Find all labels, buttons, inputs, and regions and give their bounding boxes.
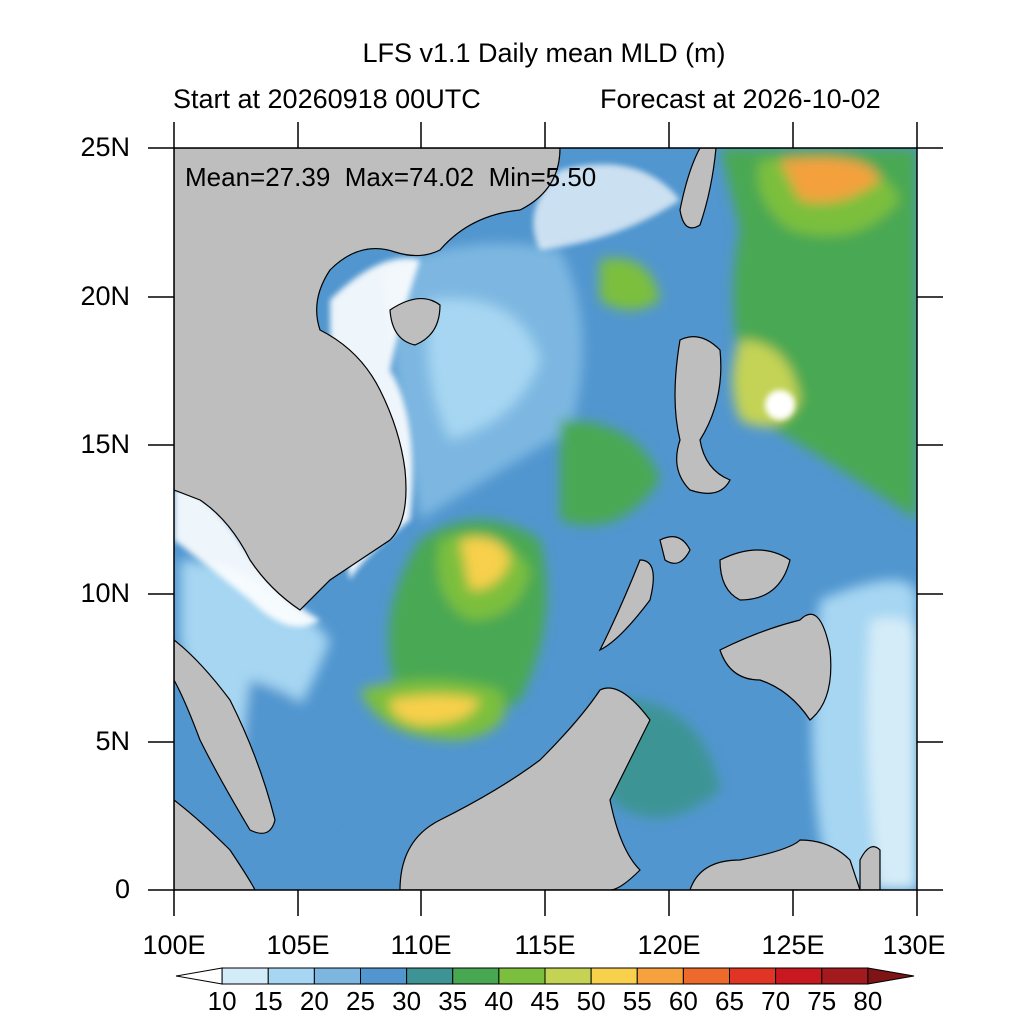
y-tick-label: 15N bbox=[80, 429, 130, 459]
colorbar-segment bbox=[544, 967, 592, 985]
colorbar-label: 25 bbox=[346, 986, 375, 1016]
min-value: Min=5.50 bbox=[488, 162, 597, 192]
colorbar-label: 55 bbox=[622, 986, 652, 1016]
y-tick-label: 5N bbox=[95, 726, 130, 756]
map-title: LFS v1.1 Daily mean MLD (m) bbox=[362, 38, 726, 68]
colorbar-label: 40 bbox=[484, 986, 514, 1016]
colorbar-label: 70 bbox=[761, 986, 791, 1016]
colorbar-segment bbox=[406, 967, 454, 985]
colorbar-segment bbox=[452, 967, 500, 985]
x-tick-label: 130E bbox=[882, 930, 946, 960]
y-tick-label: 20N bbox=[80, 281, 130, 311]
x-tick-label: 125E bbox=[761, 930, 825, 960]
stats-label: Mean=27.39 Max=74.02 Min=5.50 bbox=[185, 162, 596, 193]
colorbar bbox=[175, 967, 915, 985]
x-tick-label: 120E bbox=[637, 930, 701, 960]
colorbar-segment bbox=[221, 967, 269, 985]
start-time-label: Start at 20260918 00UTC bbox=[173, 84, 481, 114]
colorbar-label: 30 bbox=[392, 986, 422, 1016]
colorbar-label: 50 bbox=[576, 986, 606, 1016]
forecast-date-label: Forecast at 2026-10-02 bbox=[600, 84, 881, 114]
colorbar-label: 20 bbox=[299, 986, 329, 1016]
land-masses bbox=[174, 148, 881, 890]
colorbar-segment bbox=[729, 967, 777, 985]
colorbar-segment bbox=[775, 967, 823, 985]
colorbar-segment bbox=[360, 967, 408, 985]
x-tick-label: 100E bbox=[142, 930, 206, 960]
mean-value: Mean=27.39 bbox=[185, 162, 331, 192]
colorbar-segment bbox=[498, 967, 546, 985]
colorbar-label: 80 bbox=[853, 986, 883, 1016]
colorbar-segment bbox=[636, 967, 684, 985]
colorbar-segment bbox=[682, 967, 730, 985]
x-tick-label: 115E bbox=[514, 930, 576, 960]
max-value: Max=74.02 bbox=[344, 162, 475, 192]
colorbar-segment bbox=[267, 967, 315, 985]
colorbar-label: 10 bbox=[207, 986, 237, 1016]
x-tick-label: 110E bbox=[390, 930, 452, 960]
mld-field bbox=[174, 148, 917, 890]
y-tick-label: 25N bbox=[80, 132, 130, 162]
colorbar-label: 35 bbox=[438, 986, 468, 1016]
axis-ticks bbox=[148, 122, 943, 916]
y-tick-label: 10N bbox=[80, 578, 130, 608]
colorbar-label: 45 bbox=[530, 986, 560, 1016]
colorbar-label: 15 bbox=[253, 986, 283, 1016]
y-tick-label: 0 bbox=[114, 874, 130, 904]
colorbar-label: 60 bbox=[668, 986, 698, 1016]
colorbar-label: 65 bbox=[715, 986, 744, 1016]
x-tick-label: 105E bbox=[266, 930, 330, 960]
colorbar-label: 75 bbox=[807, 986, 837, 1016]
colorbar-segment bbox=[590, 967, 638, 985]
colorbar-segment bbox=[313, 967, 361, 985]
colorbar-segment bbox=[867, 967, 915, 985]
colorbar-segment bbox=[821, 967, 869, 985]
colorbar-segment bbox=[175, 967, 223, 985]
